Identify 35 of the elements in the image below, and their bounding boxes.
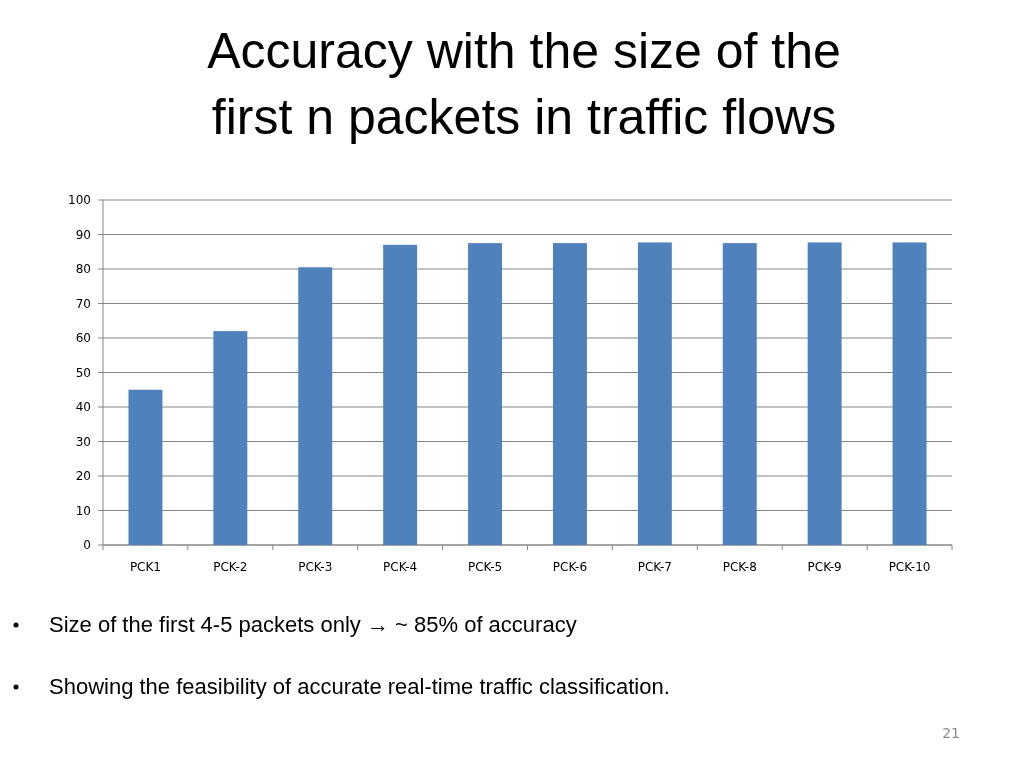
bar	[637, 242, 672, 545]
bar	[468, 243, 503, 545]
y-tick-label: 50	[75, 365, 91, 380]
bar	[383, 244, 418, 545]
bar	[128, 389, 163, 545]
y-tick-label: 60	[75, 331, 91, 346]
bar	[892, 242, 927, 545]
y-tick-label: 80	[75, 262, 91, 277]
y-tick-label: 20	[75, 469, 91, 484]
x-tick-label: PCK-3	[298, 560, 333, 574]
x-tick-label: PCK-5	[467, 560, 503, 574]
bar	[807, 242, 842, 545]
y-tick-label: 70	[75, 296, 91, 311]
x-tick-label: PCK-4	[383, 560, 418, 574]
x-tick-label: PCK-9	[807, 560, 842, 574]
x-tick-label: PCK-2	[213, 560, 248, 574]
y-tick-label: 10	[75, 503, 91, 518]
x-tick-label: PCK1	[129, 560, 162, 574]
chart-title: Accuracy with the size of the first n packets in traffic flows	[207, 23, 841, 145]
text: 21	[942, 725, 960, 741]
bar	[722, 243, 757, 545]
y-tick-label: 0	[83, 538, 91, 553]
x-tick-label: PCK-6	[552, 560, 588, 574]
text: Showing the feasibility of accurate real-time traffic classification.	[49, 674, 670, 699]
x-tick-label: PCK-7	[637, 560, 672, 574]
y-tick-label: 100	[68, 193, 91, 208]
bar	[213, 331, 248, 545]
bar	[552, 243, 587, 545]
x-tick-label: PCK-10	[888, 560, 931, 574]
y-tick-label: 90	[75, 227, 91, 242]
x-tick-label: PCK-8	[722, 560, 757, 574]
y-tick-label: 30	[75, 434, 91, 449]
bar	[298, 267, 333, 545]
y-tick-label: 40	[75, 400, 91, 415]
text: Size of the first 4-5 packets only → ~ 85% of accuracy	[49, 612, 577, 637]
